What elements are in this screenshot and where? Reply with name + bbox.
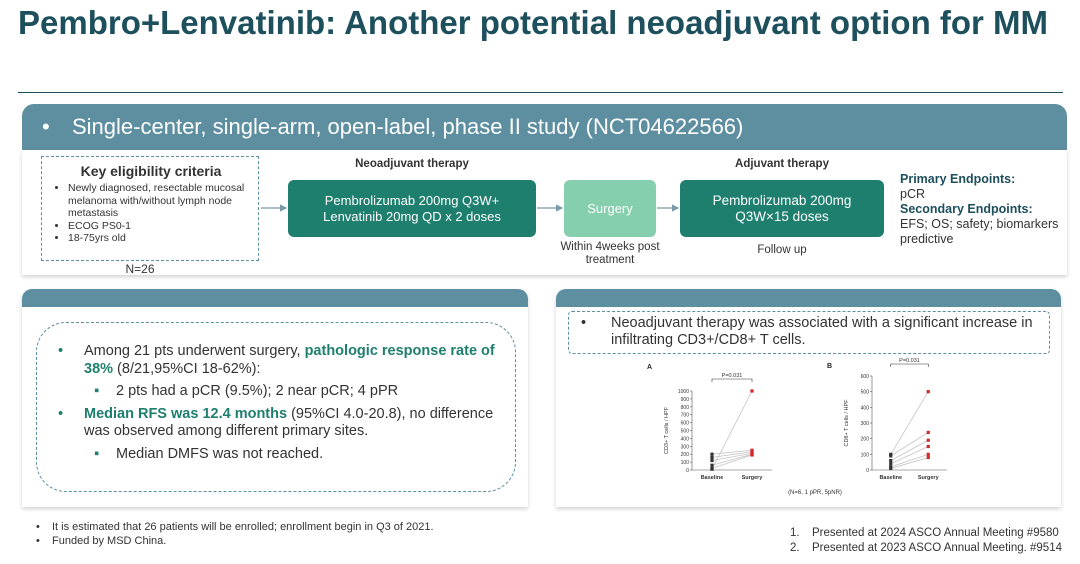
eligibility-title: Key eligibility criteria xyxy=(80,163,222,179)
design-panel xyxy=(22,150,1067,275)
biomarker-statement: Neoadjuvant therapy was associated with … xyxy=(568,311,1050,354)
result-item: Median DMFS was not reached. xyxy=(58,446,498,464)
result-text: Among 21 pts underwent surgery, xyxy=(84,343,305,359)
result-text: (95%CI 4.0-20.8), no difference was obse… xyxy=(84,405,494,440)
eligibility-list: Newly diagnosed, resectable mucosal mela… xyxy=(52,182,250,245)
surgery-note: Within 4weeks post treatment xyxy=(560,241,660,266)
result-item: Among 21 pts underwent surgery, patholog… xyxy=(58,343,498,378)
primary-endpoint: pCR xyxy=(900,187,926,201)
eligibility-item: ECOG PS0-1 xyxy=(68,220,250,233)
eligibility-item: Newly diagnosed, resectable mucosal mela… xyxy=(68,182,250,220)
results-frame xyxy=(36,322,516,492)
endpoints: Primary Endpoints: pCR Secondary Endpoin… xyxy=(900,172,1060,247)
secondary-endpoints: EFS; OS; safety; biomarkers predictive xyxy=(900,217,1059,246)
flow-arrows xyxy=(261,204,680,212)
result-text: 2 pts had a pCR (9.5%); 2 near pCR; 4 pP… xyxy=(116,383,399,399)
reference-number: 1. xyxy=(790,527,800,539)
neoadjuvant-box: Pembrolizumab 200mg Q3W+ Lenvatinib 20mg… xyxy=(288,180,536,237)
adjuvant-note: Follow up xyxy=(757,244,807,256)
slide-title: Pembro+Lenvatinib: Another potential neo… xyxy=(18,4,1049,41)
adjuvant-box: Pembrolizumab 200mg Q3W×15 doses xyxy=(680,180,884,237)
result-item: 2 pts had a pCR (9.5%); 2 near pCR; 4 pP… xyxy=(58,383,498,401)
neoadjuvant-label: Neoadjuvant therapy xyxy=(355,158,469,170)
adjuvant-label: Adjuvant therapy xyxy=(735,158,829,170)
result-text: Median DMFS was not reached. xyxy=(116,445,324,462)
eligibility-item: 18-75yrs old xyxy=(68,232,250,245)
study-banner: Single-center, single-arm, open-label, p… xyxy=(22,104,1067,150)
reference-number: 2. xyxy=(790,542,800,554)
result-highlight: Median RFS was 12.4 months xyxy=(84,405,288,422)
reference: 1. Presented at 2024 ASCO Annual Meeting … xyxy=(790,526,1080,541)
panel-header xyxy=(22,289,528,307)
result-highlight: pathologic response rate of 38% xyxy=(84,343,495,377)
footnotes: It is estimated that 26 patients will be… xyxy=(36,520,636,548)
sample-size: N=26 xyxy=(125,262,155,276)
results-list: Among 21 pts underwent surgery, patholog… xyxy=(58,343,498,468)
panel-header xyxy=(556,289,1061,307)
result-text: (8/21,95%CI 18-62%): xyxy=(113,360,261,377)
title-rule xyxy=(18,92,1063,93)
primary-title: Primary Endpoints: xyxy=(900,172,1016,186)
reference: 2. Presented at 2023 ASCO Annual Meeting.… xyxy=(790,541,1080,556)
eligibility-box: Key eligibility criteria Newly diagnosed… xyxy=(41,156,259,261)
result-item: Median RFS was 12.4 months (95%CI 4.0-20… xyxy=(58,406,498,441)
secondary-title: Secondary Endpoints: xyxy=(900,202,1033,216)
reference-text: Presented at 2023 ASCO Annual Meeting. #… xyxy=(812,542,1062,554)
footnote: Funded by MSD China. xyxy=(36,534,636,548)
references: 1. Presented at 2024 ASCO Annual Meeting … xyxy=(790,526,1080,556)
reference-text: Presented at 2024 ASCO Annual Meeting #9… xyxy=(812,527,1059,539)
footnote: It is estimated that 26 patients will be… xyxy=(36,520,636,534)
surgery-box: Surgery xyxy=(564,180,656,237)
